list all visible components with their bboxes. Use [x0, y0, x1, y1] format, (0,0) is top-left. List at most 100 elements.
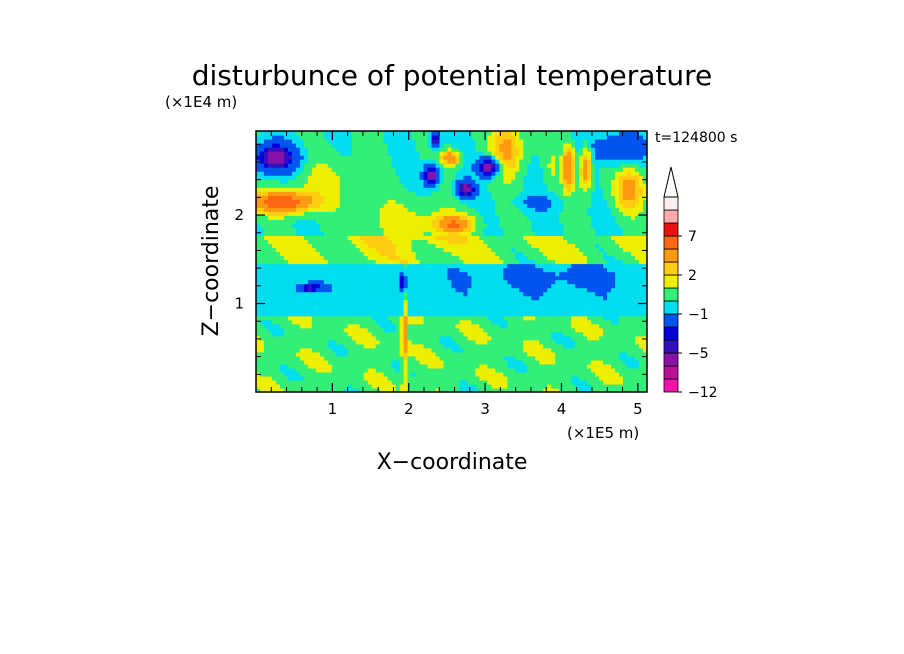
- contour-cell: [315, 339, 321, 345]
- contour-cell: [267, 251, 273, 257]
- contour-cell: [403, 151, 409, 156]
- contour-cell: [327, 171, 333, 176]
- contour-cell: [451, 315, 457, 321]
- contour-cell: [399, 375, 405, 381]
- contour-cell: [459, 367, 465, 373]
- contour-cell: [475, 143, 481, 148]
- contour-cell: [267, 139, 273, 144]
- contour-cell: [283, 227, 289, 232]
- contour-cell: [383, 131, 389, 136]
- contour-cell: [515, 163, 520, 168]
- contour-cell: [399, 255, 405, 261]
- contour-cell: [467, 259, 473, 265]
- contour-cell: [327, 331, 333, 337]
- contour-cell: [347, 339, 353, 345]
- contour-cell: [427, 323, 433, 329]
- contour-cell: [439, 291, 445, 297]
- contour-cell: [551, 291, 556, 297]
- contour-cell: [383, 251, 389, 257]
- contour-cell: [335, 243, 341, 249]
- contour-cell: [539, 187, 544, 192]
- contour-cell: [279, 379, 285, 385]
- contour-cell: [347, 163, 353, 168]
- contour-cell: [283, 239, 289, 245]
- contour-cell: [519, 203, 524, 208]
- contour-cell: [275, 387, 281, 392]
- contour-cell: [335, 379, 341, 385]
- contour-cell: [559, 283, 564, 289]
- contour-cell: [451, 371, 457, 377]
- contour-cell: [491, 195, 496, 200]
- contour-cell: [387, 143, 393, 148]
- contour-cell: [383, 351, 389, 357]
- contour-cell: [271, 335, 277, 341]
- contour-cell: [271, 163, 277, 168]
- contour-cell: [355, 183, 361, 188]
- contour-cell: [539, 171, 544, 176]
- contour-cell: [256, 379, 261, 385]
- contour-cell: [507, 339, 512, 345]
- contour-cell: [443, 279, 449, 285]
- contour-cell: [307, 135, 313, 140]
- contour-cell: [555, 319, 560, 325]
- contour-cell: [519, 183, 524, 188]
- contour-cell: [339, 211, 345, 216]
- contour-cell: [339, 347, 345, 353]
- contour-cell: [503, 163, 508, 168]
- contour-cell: [391, 239, 397, 245]
- contour-cell: [315, 311, 321, 317]
- contour-cell: [507, 191, 512, 196]
- contour-cell: [407, 387, 413, 392]
- contour-cell: [423, 375, 429, 381]
- contour-cell: [391, 203, 397, 208]
- contour-cell: [451, 219, 457, 224]
- contour-cell: [483, 171, 489, 176]
- contour-cell: [263, 151, 269, 156]
- contour-cell: [511, 271, 516, 277]
- contour-cell: [367, 283, 373, 289]
- contour-cell: [403, 351, 409, 357]
- contour-cell: [491, 347, 496, 353]
- contour-cell: [307, 259, 313, 265]
- contour-cell: [411, 295, 417, 301]
- contour-cell: [331, 251, 337, 257]
- contour-cell: [475, 255, 481, 261]
- contour-cell: [551, 247, 556, 253]
- contour-cell: [531, 351, 536, 357]
- contour-cell: [275, 215, 281, 220]
- contour-cell: [399, 267, 405, 273]
- contour-cell: [403, 207, 409, 212]
- contour-cell: [463, 375, 469, 381]
- contour-cell: [295, 143, 301, 148]
- contour-cell: [495, 235, 500, 241]
- contour-cell: [275, 355, 281, 361]
- contour-cell: [535, 335, 540, 341]
- contour-cell: [535, 171, 540, 176]
- contour-cell: [403, 363, 409, 369]
- contour-cell: [531, 387, 536, 392]
- contour-cell: [271, 279, 277, 285]
- contour-cell: [379, 287, 385, 293]
- contour-cell: [359, 383, 365, 389]
- contour-cell: [263, 283, 269, 289]
- contour-cell: [371, 187, 377, 192]
- contour-cell: [447, 199, 453, 204]
- contour-cell: [299, 187, 305, 192]
- contour-cell: [343, 187, 349, 192]
- contour-cell: [551, 235, 556, 241]
- contour-cell: [363, 183, 369, 188]
- contour-cell: [435, 383, 441, 389]
- contour-cell: [475, 303, 481, 309]
- contour-cell: [327, 327, 333, 333]
- contour-cell: [471, 363, 477, 369]
- contour-cell: [359, 131, 365, 136]
- contour-cell: [403, 359, 409, 365]
- contour-cell: [335, 283, 341, 289]
- contour-cell: [459, 195, 465, 200]
- contour-cell: [427, 231, 433, 236]
- contour-cell: [256, 375, 261, 381]
- contour-cell: [335, 259, 341, 265]
- contour-cell: [467, 255, 473, 261]
- contour-cell: [423, 143, 429, 148]
- contour-cell: [283, 331, 289, 337]
